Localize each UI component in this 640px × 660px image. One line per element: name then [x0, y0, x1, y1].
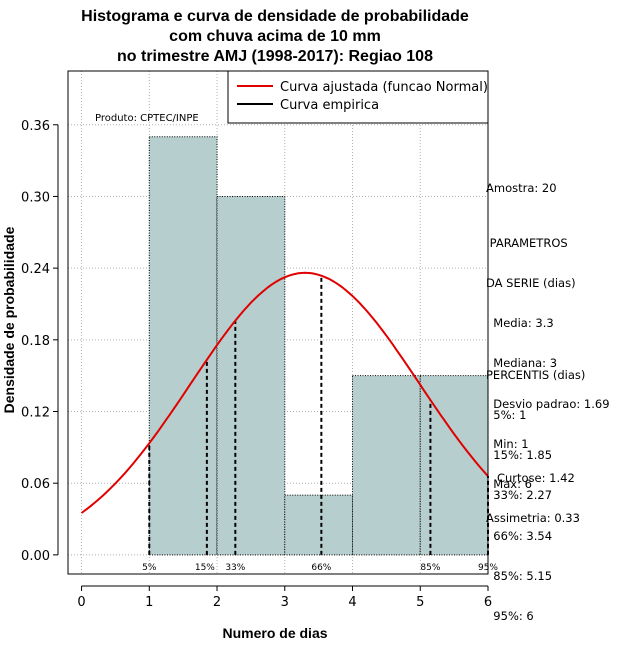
percentil-15: 15%: 1.85 [486, 448, 553, 463]
percentiles-block: PERCENTIS (dias) 5%: 1 15%: 1.85 33%: 2.… [486, 342, 585, 637]
x-tick-label: 4 [348, 595, 356, 610]
percentile-label: 33% [225, 563, 245, 573]
percentile-labels: 5% 15% 33% 66% 85% 95% [142, 563, 498, 573]
percentil-85: 85%: 5.15 [486, 568, 553, 583]
histogram-bar [352, 375, 421, 556]
param-max: Max: 6 [486, 477, 532, 492]
param-min: Min: 1 [486, 436, 529, 451]
y-axis-label: Densidade de probabilidade [1, 226, 17, 413]
percentile-label: 66% [311, 563, 331, 573]
y-tick-label: 0.06 [21, 477, 50, 492]
percentil-5: 5%: 1 [486, 408, 527, 423]
chart-title-line-2: com chuva acima de 10 mm [169, 28, 381, 45]
param-sd: Desvio padrao: 1.69 [486, 396, 610, 411]
y-tick-label: 0.24 [21, 262, 50, 277]
product-credit: Produto: CPTEC/INPE [95, 113, 199, 124]
percentile-label: 85% [420, 563, 440, 573]
histogram-bar [284, 494, 354, 556]
percentile-label: 5% [142, 563, 157, 573]
x-tick-label: 6 [484, 595, 492, 610]
percentil-95: 95%: 6 [486, 609, 534, 624]
histogram-bar [419, 375, 489, 556]
x-tick-label: 3 [281, 595, 289, 610]
x-axis: 0 1 2 3 4 5 6 [77, 585, 492, 610]
x-tick-label: 1 [145, 595, 153, 610]
chart-title-line-1: Histograma e curva de densidade de proba… [81, 8, 469, 25]
chart-title-line-3: no trimestre AMJ (1998-2017): Regiao 108 [117, 48, 433, 65]
percentile-label: 15% [195, 563, 215, 573]
y-tick-label: 0.00 [21, 549, 50, 564]
y-tick-label: 0.30 [21, 190, 50, 205]
x-tick-label: 0 [77, 595, 85, 610]
sample-size: Amostra: 20 [486, 181, 557, 195]
legend-empirical-label: Curva empirica [280, 98, 379, 113]
param-mean: Media: 3.3 [486, 316, 554, 331]
x-axis-label: Numero de dias [222, 625, 327, 641]
percentis-title: PERCENTIS (dias) [486, 367, 586, 382]
percentil-33: 33%: 2.27 [486, 488, 553, 503]
y-axis: 0.00 0.06 0.12 0.18 0.24 0.30 0.36 [21, 119, 59, 564]
params-title-line-2: DA SERIE (dias) [486, 276, 576, 291]
x-tick-label: 5 [416, 595, 424, 610]
y-tick-label: 0.12 [21, 406, 50, 421]
series-parameters: PARAMETROS DA SERIE (dias) Media: 3.3 Me… [486, 210, 610, 505]
y-tick-label: 0.36 [21, 119, 50, 134]
kurtosis: Curtose: 1.42 [486, 470, 575, 485]
percentile-label: 95% [478, 563, 498, 573]
param-median: Mediana: 3 [486, 356, 558, 371]
histogram-bars [148, 136, 489, 556]
percentil-66: 66%: 3.54 [486, 528, 553, 543]
legend-box [227, 70, 489, 124]
legend: Curva ajustada (funcao Normal) Curva emp… [227, 70, 489, 124]
x-tick-label: 2 [213, 595, 221, 610]
params-title-line-1: PARAMETROS [486, 235, 568, 250]
y-tick-label: 0.18 [21, 334, 50, 349]
histogram-bar [148, 136, 218, 556]
histogram-bar [216, 195, 286, 556]
normal-fit-curve [80, 271, 489, 514]
legend-fit-label: Curva ajustada (funcao Normal) [280, 80, 488, 95]
shape-stats: Curtose: 1.42 Assimetria: 0.33 [486, 445, 580, 539]
skewness: Assimetria: 0.33 [486, 511, 580, 526]
